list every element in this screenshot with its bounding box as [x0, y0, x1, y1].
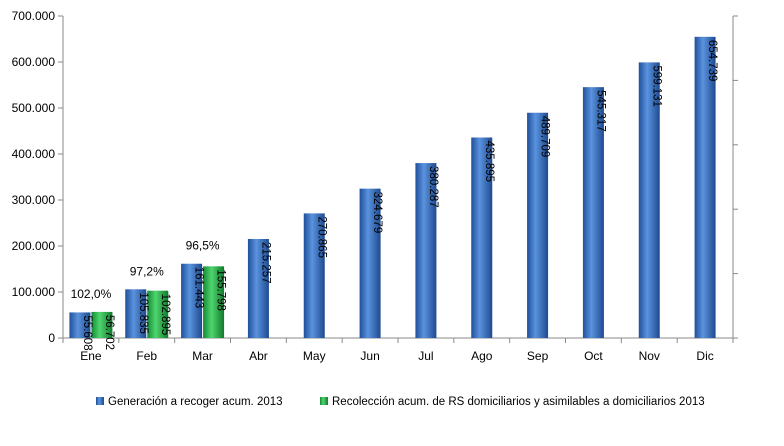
- y-tick-label: 600.000: [12, 55, 56, 69]
- x-tick-label: Ago: [471, 349, 493, 363]
- x-tick-label: Sep: [527, 349, 549, 363]
- bar-generacion-nov: [638, 62, 660, 338]
- bar-generacion-ene: [69, 312, 91, 338]
- bar-generacion-oct: [582, 87, 604, 339]
- bar-generacion-feb: [125, 289, 147, 338]
- x-tick-label: May: [303, 349, 326, 363]
- data-label: 324.679: [371, 192, 383, 234]
- data-label: 215.257: [259, 242, 271, 284]
- data-label: 161.443: [193, 267, 205, 309]
- ratio-annotation: 96,5%: [186, 239, 220, 253]
- bar-generacion-may: [303, 213, 325, 338]
- x-tick-label: Dic: [696, 349, 713, 363]
- data-label: 654.739: [706, 40, 718, 82]
- bar-generacion-ago: [471, 137, 493, 338]
- x-tick-label: Feb: [136, 349, 157, 363]
- x-tick-label: Oct: [584, 349, 603, 363]
- legend-swatch: [320, 397, 328, 405]
- data-label: 435.895: [483, 140, 495, 182]
- bar-recoleccion-feb: [147, 290, 169, 338]
- y-tick-label: 200.000: [12, 239, 56, 253]
- y-tick-label: 0: [48, 331, 55, 345]
- bar-generacion-abr: [247, 238, 269, 338]
- data-label: 270.865: [315, 216, 327, 258]
- bar-recoleccion-mar: [203, 266, 225, 338]
- bar-recoleccion-ene: [91, 311, 113, 338]
- x-tick-label: Jun: [360, 349, 379, 363]
- ratio-annotation: 97,2%: [130, 264, 164, 278]
- y-tick-label: 400.000: [12, 147, 56, 161]
- bar-generacion-mar: [181, 263, 203, 338]
- legend-swatch: [96, 397, 104, 405]
- bar-generacion-jun: [359, 188, 381, 338]
- data-label: 380.287: [427, 166, 439, 208]
- y-tick-label: 700.000: [12, 9, 56, 23]
- y-tick-label: 100.000: [12, 285, 56, 299]
- bar-generacion-dic: [694, 36, 716, 338]
- legend-label: Recolección acum. de RS domiciliarios y …: [332, 396, 705, 408]
- data-label: 599.131: [650, 65, 662, 107]
- ratio-annotation: 102,0%: [71, 287, 112, 301]
- bar-generacion-sep: [527, 112, 549, 338]
- legend-label: Generación a recoger acum. 2013: [108, 396, 283, 408]
- data-label: 55.608: [81, 315, 93, 350]
- data-label: 105.835: [137, 292, 149, 334]
- x-tick-label: Abr: [249, 349, 268, 363]
- data-label: 155.798: [215, 269, 227, 311]
- bar-generacion-jul: [415, 163, 437, 338]
- y-tick-label: 300.000: [12, 193, 56, 207]
- data-label: 102.895: [159, 294, 171, 336]
- data-label: 489.709: [539, 116, 551, 158]
- y-tick-label: 500.000: [12, 101, 56, 115]
- data-label: 56.702: [103, 315, 115, 350]
- x-tick-label: Mar: [192, 349, 213, 363]
- x-tick-label: Nov: [639, 349, 660, 363]
- data-label: 545.317: [594, 90, 606, 132]
- x-tick-label: Ene: [80, 349, 102, 363]
- x-tick-label: Jul: [418, 349, 433, 363]
